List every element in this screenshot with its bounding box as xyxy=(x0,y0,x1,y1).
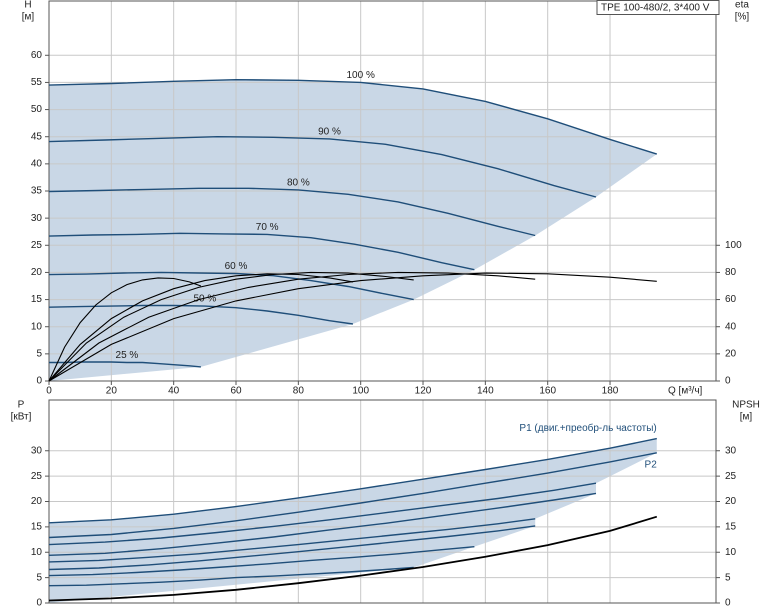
curve xyxy=(48,482,597,546)
chart-title: TPE 100-480/2, 3*400 V xyxy=(601,3,710,14)
y-tick-label: 20 xyxy=(31,496,43,507)
x-tick-label: 180 xyxy=(602,386,619,397)
curve xyxy=(48,518,536,563)
x-tick-label: 120 xyxy=(415,386,432,397)
x-tick-label: 140 xyxy=(477,386,494,397)
curve-label: 80 % xyxy=(287,178,310,189)
operating-region xyxy=(49,438,657,603)
y-tick-label: 0 xyxy=(36,376,42,387)
y2-tick-label: 25 xyxy=(725,471,737,482)
curve-label: P1 (двиг.+преобр-ль частоты) xyxy=(519,422,656,434)
curve xyxy=(48,566,414,587)
curve xyxy=(48,437,657,524)
y2-tick-label: 20 xyxy=(725,496,737,507)
x-tick-label: 0 xyxy=(46,386,52,397)
curve xyxy=(48,78,658,155)
y2-tick-label: 0 xyxy=(725,376,731,387)
y-tick-label: 5 xyxy=(36,348,42,359)
y-tick-label: 15 xyxy=(31,294,43,305)
y2-axis-unit: [%] xyxy=(735,12,750,23)
y2-tick-label: 60 xyxy=(725,294,737,305)
y-tick-label: 50 xyxy=(31,104,43,115)
x-tick-label: 40 xyxy=(168,386,180,397)
curve-label: 90 % xyxy=(318,127,341,138)
curve xyxy=(48,271,414,301)
curve xyxy=(48,492,597,556)
curve-label: 70 % xyxy=(256,222,279,233)
y-tick-label: 15 xyxy=(31,522,43,533)
y-tick-label: 55 xyxy=(31,77,43,88)
curve xyxy=(48,525,536,571)
y-tick-label: 35 xyxy=(31,186,43,197)
secondary-curve xyxy=(48,272,657,382)
curve xyxy=(48,135,597,198)
curve xyxy=(49,361,201,368)
y-tick-label: 10 xyxy=(31,547,43,558)
y-tick-label: 30 xyxy=(31,445,43,456)
curve xyxy=(48,546,475,577)
y-axis-label: P xyxy=(18,400,25,411)
x-axis-label: Q [м³/ч] xyxy=(668,386,703,397)
y-axis-unit: [кВт] xyxy=(11,412,32,423)
curve-label: 25 % xyxy=(116,350,139,361)
y2-tick-label: 0 xyxy=(725,598,731,609)
x-tick-label: 160 xyxy=(539,386,556,397)
y-tick-label: 40 xyxy=(31,158,43,169)
secondary-curve xyxy=(48,271,414,382)
y2-tick-label: 30 xyxy=(725,445,737,456)
curve-label: 50 % xyxy=(193,294,216,305)
secondary-curve xyxy=(48,277,202,382)
y2-tick-label: 10 xyxy=(725,547,737,558)
x-tick-label: 60 xyxy=(230,386,242,397)
curve xyxy=(48,187,536,237)
y2-tick-label: 5 xyxy=(725,572,731,583)
y2-axis-label: NPSH xyxy=(732,400,760,411)
x-tick-label: 20 xyxy=(106,386,118,397)
y-tick-label: 5 xyxy=(36,572,42,583)
y-tick-label: 0 xyxy=(36,598,42,609)
y2-axis-unit: [м] xyxy=(740,412,753,423)
curve-label: P2 xyxy=(645,459,658,470)
curve xyxy=(48,232,475,271)
y2-tick-label: 100 xyxy=(725,240,742,251)
y2-tick-label: 80 xyxy=(725,267,737,278)
secondary-curve xyxy=(48,273,353,382)
x-tick-label: 100 xyxy=(352,386,369,397)
y-tick-label: 45 xyxy=(31,131,43,142)
y2-tick-label: 40 xyxy=(725,321,737,332)
y-tick-label: 25 xyxy=(31,240,43,251)
x-tick-label: 80 xyxy=(293,386,305,397)
secondary-curve xyxy=(48,515,658,602)
y-tick-label: 10 xyxy=(31,321,43,332)
curve-label: 100 % xyxy=(347,70,375,81)
y-tick-label: 20 xyxy=(31,267,43,278)
y2-tick-label: 20 xyxy=(725,348,737,359)
y2-tick-label: 15 xyxy=(725,522,737,533)
y-axis-unit: [м] xyxy=(22,12,35,23)
curve xyxy=(48,452,657,539)
y2-axis-label: eta xyxy=(735,0,749,11)
secondary-curve xyxy=(48,271,536,382)
curve-label: 60 % xyxy=(225,261,248,272)
y-tick-label: 25 xyxy=(31,471,43,482)
y-tick-label: 30 xyxy=(31,213,43,224)
curve xyxy=(48,304,353,325)
title-box xyxy=(596,0,720,15)
y-tick-label: 60 xyxy=(31,50,43,61)
y-axis-label: H xyxy=(24,0,31,11)
